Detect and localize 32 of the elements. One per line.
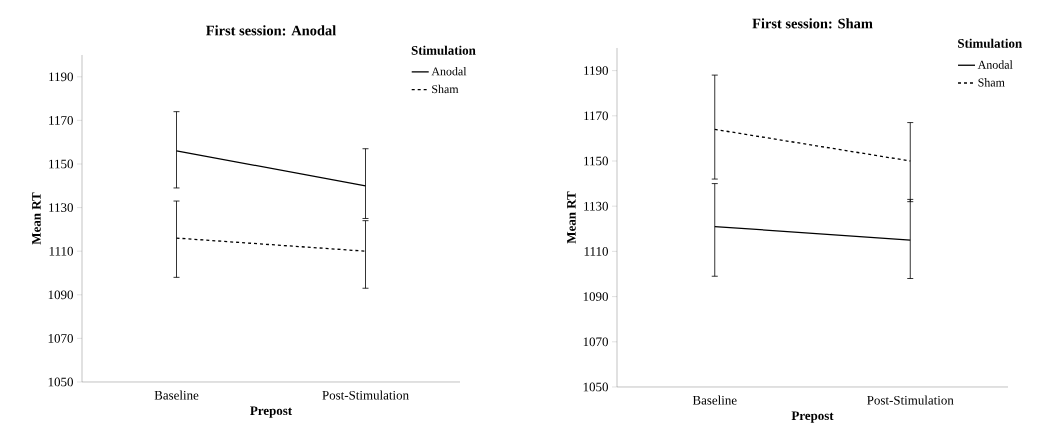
y-tick-label: 1150: [584, 156, 608, 166]
chart-title: First session: Anodal: [206, 25, 336, 36]
y-axis-title: Mean RT: [567, 191, 576, 244]
y-tick-label: 1170: [584, 111, 608, 121]
y-tick-label: 1170: [49, 116, 73, 125]
x-tick-label: Post-Stimulation: [322, 390, 409, 400]
y-tick-label: 1190: [584, 66, 608, 75]
legend-label: Anodal: [431, 66, 467, 76]
legend-title: Stimulation: [411, 45, 476, 55]
x-tick-label: Baseline: [154, 390, 199, 400]
y-tick-label: 1070: [48, 334, 73, 343]
chart-title: First session: Sham: [752, 18, 873, 29]
y-tick-label: 1090: [583, 292, 608, 301]
legend-title: Stimulation: [958, 38, 1022, 48]
y-tick-label: 1110: [584, 247, 608, 256]
x-axis-title: Prepost: [250, 406, 293, 418]
y-tick-label: 1150: [49, 159, 73, 169]
legend-label: Sham: [432, 84, 459, 94]
x-tick-label: Post-Stimulation: [867, 395, 954, 405]
legend-label: Anodal: [977, 60, 1013, 69]
y-tick-label: 1050: [48, 377, 73, 387]
y-tick-label: 1110: [49, 246, 73, 256]
y-tick-label: 1050: [583, 382, 608, 392]
x-tick-label: Baseline: [692, 395, 737, 405]
y-tick-label: 1070: [583, 337, 608, 347]
y-tick-label: 1090: [48, 290, 73, 300]
y-tick-label: 1130: [584, 201, 608, 211]
x-axis-title: Prepost: [791, 411, 834, 423]
y-tick-label: 1190: [49, 72, 73, 82]
legend-label: Sham: [978, 78, 1005, 87]
y-tick-label: 1130: [49, 203, 73, 212]
y-axis-title: Mean RT: [32, 192, 41, 245]
